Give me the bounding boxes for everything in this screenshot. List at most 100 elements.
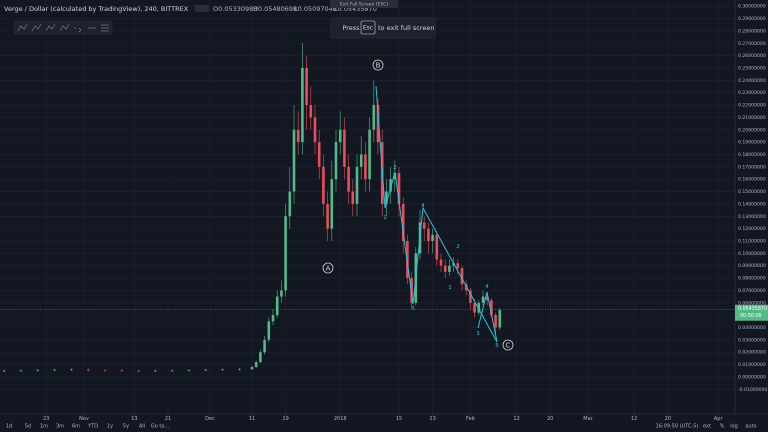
x-tick-label: 12 — [513, 416, 519, 422]
y-tick-label: 0.16000000 — [738, 177, 766, 183]
candle-body — [70, 369, 73, 371]
y-tick-label: 0.18000000 — [738, 152, 766, 158]
x-tick-label: 23 — [429, 416, 435, 422]
ohlc-close: C0.05435870 — [333, 5, 377, 13]
grid — [0, 0, 735, 414]
range-button[interactable]: 1y — [107, 424, 113, 430]
candle-body — [250, 367, 254, 370]
candle-body — [452, 263, 455, 266]
scale-option[interactable]: % — [720, 424, 725, 430]
y-tick-label: 0.04000000 — [738, 325, 766, 331]
scale-option[interactable]: ext — [703, 424, 711, 430]
wave-label-major: B — [376, 62, 381, 70]
ohlc-high: H0.05480698 — [253, 5, 297, 13]
candle-body — [322, 166, 325, 204]
x-tick-label: 20 — [665, 416, 671, 422]
candle-body — [330, 179, 334, 229]
candle-body — [36, 370, 40, 371]
y-tick-label: 0.01000000 — [738, 362, 766, 368]
footer: 1d 5d 1m 3m 6m YTD 1y 5y All Go to... 16:09:50 (UT… — [0, 420, 768, 432]
x-tick-label: Nov — [79, 416, 89, 422]
notice-box — [330, 17, 436, 39]
range-button[interactable]: 5d — [25, 424, 31, 430]
range-button[interactable]: All — [139, 424, 145, 430]
wave-label: 4 — [421, 203, 425, 209]
y-tick-label: 0.29000000 — [738, 16, 766, 22]
y-tick-label: 0.15000000 — [738, 189, 766, 195]
candle-body — [401, 203, 405, 241]
candle-body — [355, 166, 359, 204]
notice-key: Esc — [363, 25, 373, 32]
clock: 16:09:50 (UTC-5) — [656, 424, 699, 430]
y-tick-label: 0.23000000 — [738, 90, 766, 96]
wave-circle — [502, 339, 514, 351]
y-tick-label: 0.03000000 — [738, 337, 766, 343]
candle-body — [431, 234, 434, 241]
candle-body — [372, 105, 376, 130]
candle-body — [359, 154, 363, 167]
wave-label: 1 — [448, 285, 452, 291]
wave-label: 3 — [411, 306, 415, 312]
x-tick-label: 21 — [165, 416, 171, 422]
y-tick-label: 0.28000000 — [738, 28, 766, 34]
candle-body — [460, 268, 464, 285]
y-tick-label: 0.12000000 — [738, 226, 766, 232]
candle-body — [296, 129, 300, 143]
candle-body — [86, 369, 90, 371]
range-button[interactable]: 3m — [56, 424, 64, 430]
candle-body — [301, 67, 304, 143]
drawing-toolbar[interactable] — [13, 20, 113, 35]
range-button[interactable]: 1m — [40, 424, 48, 430]
candle-body — [494, 315, 497, 328]
x-tick-label: 13 — [131, 416, 137, 422]
candle-body — [2, 370, 6, 372]
candle-body — [334, 142, 338, 180]
wave-circle — [322, 262, 334, 274]
candle-body — [187, 370, 191, 371]
candle-body — [221, 369, 224, 371]
countdown: 00:50:06 — [740, 313, 762, 319]
candle-body — [485, 296, 489, 301]
y-tick-label: 0.27000000 — [738, 41, 766, 47]
candle-body — [456, 263, 460, 269]
candle-body — [259, 352, 262, 363]
candle-body — [53, 369, 56, 371]
x-tick-label: 19 — [282, 416, 288, 422]
scale-option[interactable]: auto — [745, 424, 756, 430]
range-button[interactable]: Go to... — [151, 424, 170, 430]
candle-body — [435, 234, 439, 260]
notice-text: Press — [342, 24, 360, 32]
indicator-box — [195, 5, 209, 12]
y-tick-label: 0.00000000 — [738, 374, 766, 380]
candle-body — [238, 369, 241, 370]
candle-body — [204, 369, 208, 371]
notice-text: to exit full screen — [378, 24, 434, 32]
range-button[interactable]: 5y — [123, 424, 129, 430]
wave-label-major: C — [506, 342, 511, 350]
candle-body — [464, 284, 468, 291]
y-tick-label: 0.26000000 — [738, 53, 766, 59]
header: Verge / Dollar (calculated by TradingVie… — [4, 0, 436, 39]
candle-body — [443, 265, 447, 272]
wave-label: 3 — [476, 331, 480, 337]
x-tick-label: 12 — [631, 416, 637, 422]
symbol: Verge / Dollar (calculated by TradingVie… — [4, 5, 189, 13]
last-price-box — [735, 304, 768, 321]
x-tick-label: Dec — [205, 416, 215, 422]
x-tick-label: 20 — [547, 416, 553, 422]
y-tick-label: 0.17000000 — [738, 164, 766, 170]
candle-body — [309, 105, 313, 118]
y-tick-label: 0.11000000 — [738, 238, 766, 244]
candle-body — [154, 370, 157, 372]
y-tick-label: 0.14000000 — [738, 201, 766, 207]
scale-option[interactable]: log — [730, 424, 738, 430]
x-tick-label: Apr — [714, 416, 724, 422]
range-button[interactable]: 1d — [6, 424, 12, 430]
candle-body — [275, 296, 279, 316]
range-button[interactable]: YTD — [87, 424, 98, 430]
y-tick-label: 0.13000000 — [738, 214, 766, 220]
range-button[interactable]: 6m — [72, 424, 80, 430]
candle-body — [343, 129, 346, 167]
y-tick-label: 0.20000000 — [738, 127, 766, 133]
last-price-label: 0.05435870 — [738, 306, 767, 312]
